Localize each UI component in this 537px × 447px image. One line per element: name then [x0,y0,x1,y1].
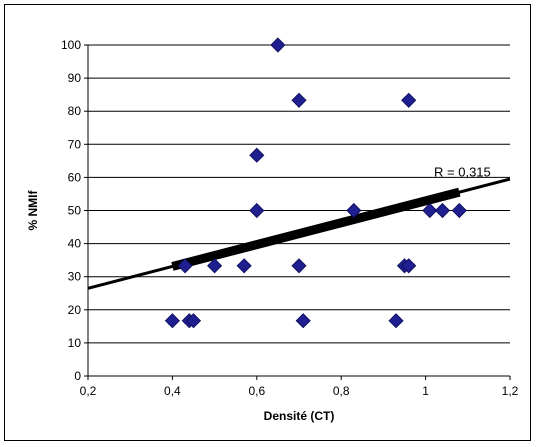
y-tick-label: 50 [68,204,82,218]
r-annotation: R = 0,315 [434,164,491,179]
y-axis-label: % NMIf [26,190,40,231]
data-point [295,313,311,329]
x-axis-label: Densité (CT) [264,409,335,423]
data-point [164,313,180,329]
data-point [434,202,451,219]
x-tick-label: 0,6 [248,384,265,398]
data-point [236,258,252,274]
y-tick-label: 40 [68,237,82,251]
data-points [164,37,467,329]
y-tick-label: 90 [68,71,82,85]
x-tick-label: 0,4 [164,384,181,398]
gridlines [88,44,510,344]
data-point [207,258,223,274]
axes [84,44,511,380]
x-tick-label: 1,2 [502,384,519,398]
x-tick-label: 1 [422,384,429,398]
trendline-band [171,187,461,271]
data-point [451,202,467,219]
data-point [388,313,404,329]
data-point [401,92,417,108]
y-tick-label: 0 [74,369,81,383]
data-point [422,202,438,219]
y-tick-label: 10 [68,336,82,350]
y-tick-label: 20 [68,303,82,317]
y-tick-label: 30 [68,270,82,284]
y-tick-label: 100 [61,38,81,52]
x-tick-labels: 0,2 0,4 0,6 0,8 1 1,2 [80,384,519,398]
data-point [249,202,265,219]
chart-frame: 0 10 20 30 40 50 60 70 80 90 100 0,2 0,4 0,6 0,8 1 1,2 … [4,4,531,441]
data-point [401,258,417,274]
data-point [177,258,193,274]
y-tick-label: 70 [68,137,82,151]
trendline [87,177,511,290]
data-point [249,147,265,163]
y-tick-label: 60 [68,170,82,184]
y-tick-labels: 0 10 20 30 40 50 60 70 80 90 100 [61,38,81,383]
x-tick-label: 0,2 [80,384,97,398]
data-point [270,37,286,53]
data-point [291,258,307,274]
data-point [346,202,362,219]
data-point [291,92,307,108]
x-tick-label: 0,8 [333,384,350,398]
y-tick-label: 80 [68,104,82,118]
data-point [185,313,202,329]
